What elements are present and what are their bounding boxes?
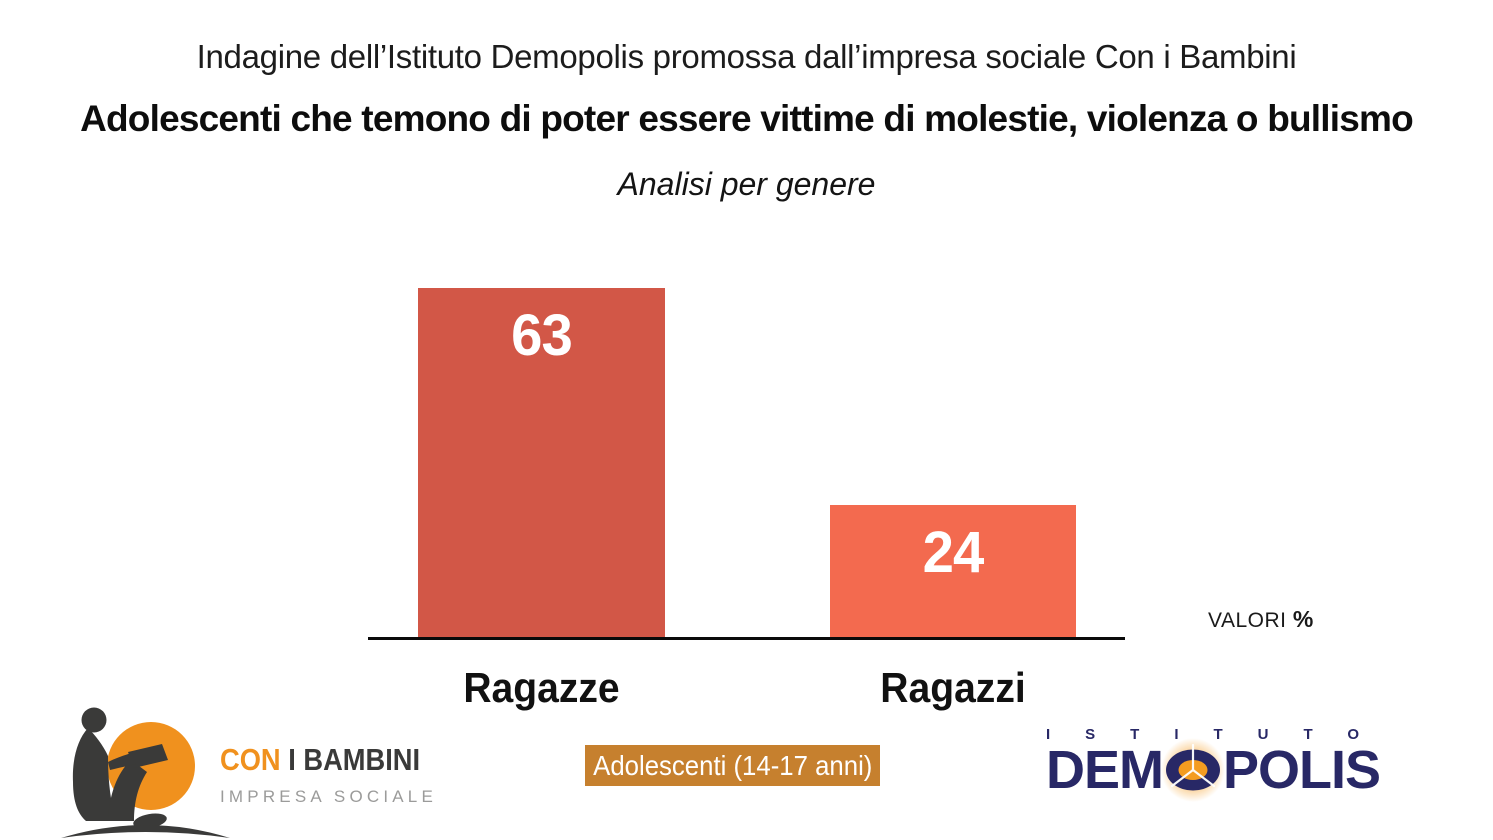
istituto-word: ISTITUTO [1046,726,1395,743]
child-reading-icon [61,707,230,838]
impresa-sociale-tagline: IMPRESA SOCIALE [220,787,437,806]
con-i-bambini-logo: CON I BAMBINI IMPRESA SOCIALE [58,700,478,840]
category-label-ragazzi: Ragazzi [880,664,1026,711]
i-bambini-words: I BAMBINI [288,742,421,777]
kicker: Indagine dell’Istituto Demopolis promoss… [196,38,1297,75]
con-i-bambini-name: CON I BAMBINI [220,742,420,778]
percent-symbol: % [1292,606,1314,632]
subtitle: Analisi per genere [617,166,876,202]
page-title: Adolescenti che temono di poter essere v… [80,98,1414,139]
values-unit-note: VALORI % [1208,606,1314,633]
x-axis-line [368,637,1125,640]
bar-ragazzi: 24 [830,505,1076,638]
demopolis-part1: DEM [1046,740,1164,800]
bar-ragazze: 63 [418,288,665,638]
demopolis-o-icon [1161,738,1225,802]
con-i-bambini-wordmark: CON I BAMBINI IMPRESA SOCIALE [220,742,447,807]
demopolis-logo: ISTITUTO DEM [1046,726,1446,802]
con-word: CON [220,742,281,777]
age-range-badge: Adolescenti (14-17 anni) [585,745,880,786]
demopolis-part2: POLIS [1223,740,1381,800]
category-label-ragazze: Ragazze [463,664,620,711]
valori-word: VALORI [1208,609,1287,632]
demopolis-wordmark: DEM POLIS [1046,738,1446,802]
bar-value-ragazzi: 24 [922,520,985,585]
bar-value-ragazze: 63 [511,303,573,368]
age-range-badge-label: Adolescenti (14-17 anni) [592,749,873,781]
